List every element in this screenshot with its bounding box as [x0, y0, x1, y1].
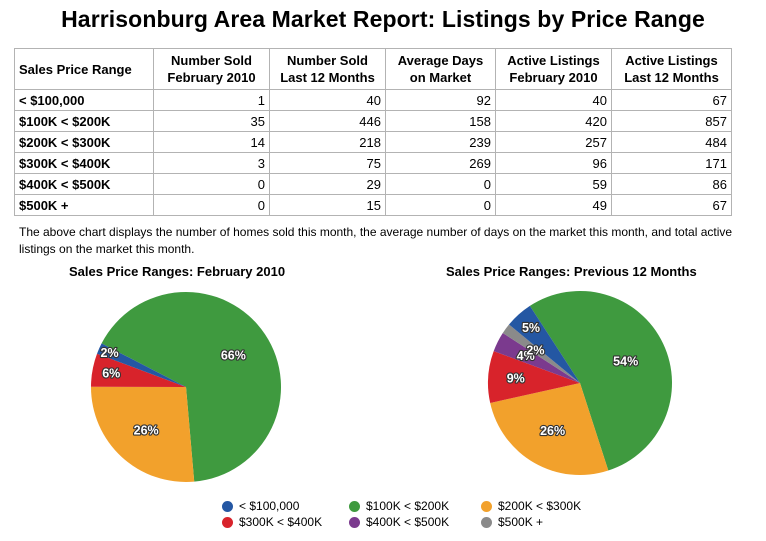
pie-slice: [493, 332, 580, 383]
table-cell: 49: [495, 194, 612, 216]
pie-slice: [91, 386, 195, 482]
legend-item: $100K < $200K: [349, 499, 449, 513]
table-cell: $100K < $200K: [14, 110, 154, 132]
table-cell: $400K < $500K: [14, 173, 154, 195]
table-cell: 67: [611, 194, 732, 216]
table-cell: 40: [269, 89, 386, 111]
header-active-12mo: Active Listings Last 12 Months: [611, 48, 732, 90]
table-row: $300K < $400K 3 75 269 96 171: [14, 152, 732, 174]
legend-swatch: [481, 516, 492, 528]
table-cell: 96: [495, 152, 612, 174]
table-cell: 446: [269, 110, 386, 132]
table-cell: 0: [153, 194, 270, 216]
table-cell: 0: [385, 173, 496, 195]
pie-slice: [502, 324, 580, 383]
table-cell: 420: [495, 110, 612, 132]
table-cell: 218: [269, 131, 386, 153]
table-caption: The above chart displays the number of h…: [19, 225, 733, 256]
pie-slice: [490, 383, 609, 475]
pie-chart-12mo: 54% 26% 9% 4%2% 5%: [488, 291, 672, 475]
legend-swatch: [222, 500, 233, 512]
table-cell: < $100,000: [14, 89, 154, 111]
legend-swatch: [349, 516, 360, 528]
table-cell: $500K +: [14, 194, 154, 216]
header-sold-feb: Number Sold February 2010: [153, 48, 270, 90]
chart-title-12mo: Sales Price Ranges: Previous 12 Months: [446, 264, 697, 279]
legend-swatch: [349, 500, 360, 512]
market-table: Sales Price Range Number Sold February 20…: [14, 48, 732, 216]
table-cell: 59: [495, 173, 612, 195]
pie-slice: [509, 305, 580, 383]
legend-label: $200K < $300K: [498, 499, 582, 513]
legend-item: $500K +: [481, 515, 543, 529]
table-cell: 239: [385, 131, 496, 153]
table-cell: 158: [385, 110, 496, 132]
legend-item: $400K < $500K: [349, 515, 449, 529]
table-cell: 0: [153, 173, 270, 195]
table-row: < $100,000 1 40 92 40 67: [14, 89, 732, 111]
pie-slice: [91, 353, 186, 387]
table-cell: 35: [153, 110, 270, 132]
pie-slice-label: 26%: [134, 423, 159, 437]
legend-label: $400K < $500K: [366, 515, 450, 529]
table-cell: 29: [269, 173, 386, 195]
legend-label: $300K < $400K: [239, 515, 323, 529]
table-cell: 67: [611, 89, 732, 111]
pie-slice-label: 2%: [526, 343, 544, 357]
table-cell: 857: [611, 110, 732, 132]
legend-label: $500K +: [498, 515, 544, 529]
pie-slice: [488, 351, 580, 403]
table-cell: 92: [385, 89, 496, 111]
table-cell: 269: [385, 152, 496, 174]
table-row: $100K < $200K 35 446 158 420 857: [14, 110, 732, 132]
table-cell: 40: [495, 89, 612, 111]
table-cell: $300K < $400K: [14, 152, 154, 174]
header-sold-12mo: Number Sold Last 12 Months: [269, 48, 386, 90]
table-cell: 3: [153, 152, 270, 174]
table-row: $400K < $500K 0 29 0 59 86: [14, 173, 732, 195]
table-cell: 484: [611, 131, 732, 153]
legend-label: $100K < $200K: [366, 499, 450, 513]
pie-slice-label: 2%: [101, 346, 119, 360]
table-cell: 86: [611, 173, 732, 195]
table-cell: 171: [611, 152, 732, 174]
table-cell: 75: [269, 152, 386, 174]
table-row: $200K < $300K 14 218 239 257 484: [14, 131, 732, 153]
legend-swatch: [222, 516, 233, 528]
pie-slice-label: 5%: [522, 321, 540, 335]
pie-slice: [529, 291, 672, 471]
chart-title-feb: Sales Price Ranges: February 2010: [69, 264, 286, 279]
pie-slice-label: 26%: [540, 424, 565, 438]
header-avg-days: Average Days on Market: [385, 48, 496, 90]
header-active-feb: Active Listings February 2010: [495, 48, 612, 90]
pie-chart-feb: 66% 26% 6% 2%: [91, 292, 281, 482]
pie-slice: [97, 343, 186, 387]
table-row: $500K + 0 15 0 49 67: [14, 194, 732, 216]
table-cell: 257: [495, 131, 612, 153]
table-cell: 0: [385, 194, 496, 216]
pie-slice: [101, 292, 281, 482]
legend-item: $300K < $400K: [222, 515, 322, 529]
legend-item: $200K < $300K: [481, 499, 581, 513]
table-cell: 1: [153, 89, 270, 111]
table-cell: $200K < $300K: [14, 131, 154, 153]
pie-slice-label: 6%: [102, 366, 120, 380]
table-cell: 15: [269, 194, 386, 216]
pie-slice-label: 4%: [517, 349, 535, 363]
header-price-range: Sales Price Range: [14, 48, 154, 90]
pie-slice-label: 66%: [221, 348, 246, 362]
legend-item: < $100,000: [222, 499, 299, 513]
table-header-row: Sales Price Range Number Sold February 20…: [14, 48, 732, 90]
pie-slice-label: 9%: [507, 372, 525, 386]
page-title: Harrisonburg Area Market Report: Listing…: [61, 6, 705, 32]
table-cell: 14: [153, 131, 270, 153]
legend-swatch: [481, 500, 492, 512]
pie-slice-label: 54%: [613, 354, 638, 368]
legend-label: < $100,000: [239, 499, 300, 513]
